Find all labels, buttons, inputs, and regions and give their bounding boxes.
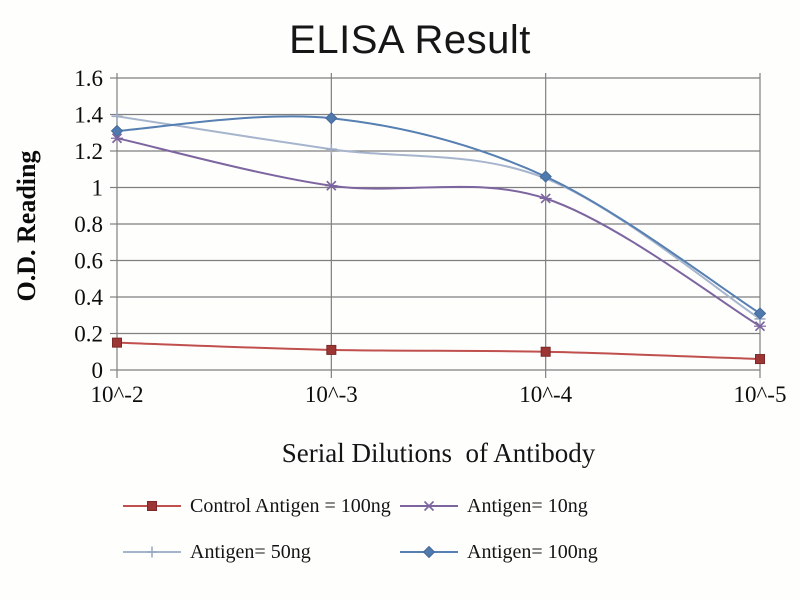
series-line-2	[116, 137, 761, 328]
diamond-marker	[325, 111, 338, 125]
square-marker	[326, 344, 337, 355]
legend-label: Antigen= 100ng	[467, 540, 598, 563]
x-tick-label: 10^-3	[305, 382, 358, 407]
legend-label: Antigen= 10ng	[467, 494, 588, 517]
x-marker	[325, 180, 338, 191]
x-tick-label: 10^-4	[519, 382, 572, 407]
x-tick-label: 10^-2	[91, 382, 144, 407]
diamond-marker	[539, 170, 552, 183]
series-line-1	[116, 341, 761, 361]
legend-item-2: Antigen= 10ng	[400, 494, 588, 518]
y-tick-label: 0	[92, 358, 104, 383]
legend-label: Antigen= 50ng	[190, 540, 311, 563]
y-tick-label: 0.2	[74, 322, 103, 347]
y-tick-label: 0.4	[74, 285, 103, 310]
y-tick-label: 0.6	[74, 249, 103, 274]
diamond-marker	[110, 124, 124, 138]
legend-key-x	[400, 500, 458, 512]
plot-area: 0 0.2 0.4 0.6 0.8 1 1.2 1.4 1.6 10^-2 10^-3 10^-4 10…	[74, 66, 787, 407]
plus-marker	[146, 546, 158, 558]
x-marker	[111, 133, 123, 144]
legend-item-3: Antigen= 50ng	[123, 540, 311, 564]
diamond-marker	[753, 307, 767, 320]
y-tick-label: 1.6	[74, 66, 103, 91]
legend-key-square	[123, 501, 181, 511]
y-tick-label: 0.8	[74, 212, 103, 237]
chart-title: ELISA Result	[289, 18, 531, 62]
plus-marker	[111, 110, 123, 122]
y-tick-label: 1.2	[74, 139, 103, 164]
series-line-3	[116, 115, 761, 320]
y-tick-label: 1.4	[74, 103, 103, 128]
square-marker	[112, 337, 122, 348]
legend-item-1: Control Antigen = 100ng	[123, 494, 391, 518]
x-marker	[423, 500, 435, 512]
y-tick-label: 1	[92, 176, 104, 201]
square-marker	[147, 501, 157, 511]
x-tick-label: 10^-5	[734, 382, 787, 407]
legend-key-diamond	[400, 545, 458, 559]
plus-marker	[325, 143, 337, 155]
x-axis-title: Serial Dilutions of Antibody	[281, 438, 596, 468]
x-marker	[754, 321, 766, 332]
square-marker	[755, 354, 765, 365]
legend-key-plus	[123, 546, 181, 558]
series-line-4	[116, 115, 761, 315]
legend-label: Control Antigen = 100ng	[190, 494, 391, 517]
x-marker	[539, 193, 552, 204]
diamond-marker	[422, 545, 436, 559]
square-marker	[540, 346, 551, 357]
legend-item-4: Antigen= 100ng	[400, 540, 598, 564]
